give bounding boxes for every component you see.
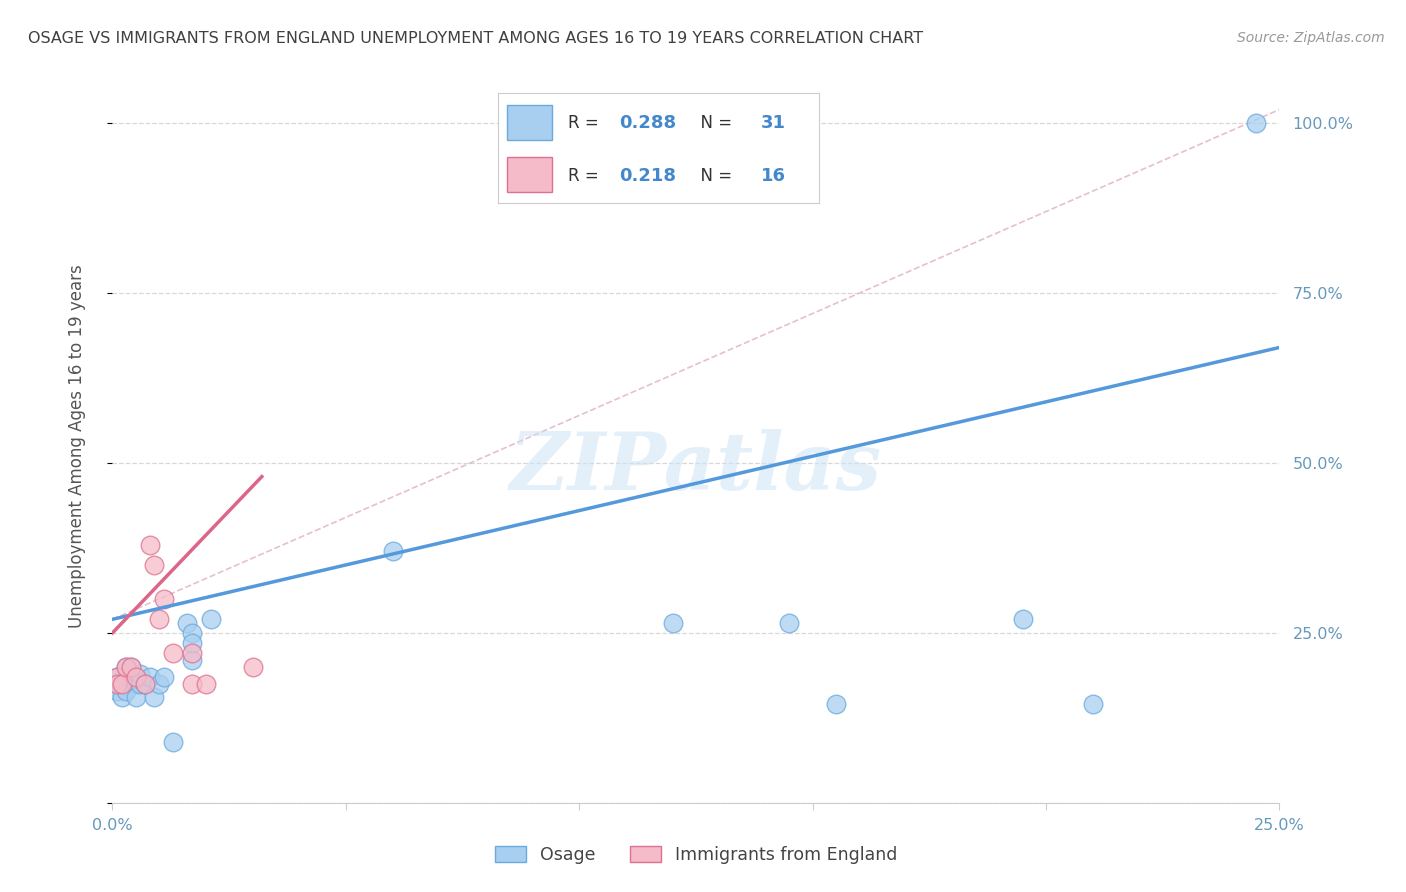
Point	[1244, 116, 1267, 130]
Point	[194, 677, 217, 691]
Point	[148, 677, 170, 691]
Point	[105, 670, 128, 684]
Point	[115, 660, 138, 674]
Point	[200, 612, 222, 626]
Point	[120, 670, 142, 684]
Point	[143, 558, 166, 572]
Point	[1081, 698, 1104, 712]
Point	[125, 670, 148, 684]
Point	[180, 653, 202, 667]
Point	[120, 660, 142, 674]
Point	[115, 683, 138, 698]
Point	[139, 537, 162, 551]
Point	[105, 683, 128, 698]
Legend: Osage, Immigrants from England: Osage, Immigrants from England	[486, 838, 905, 872]
Point	[1011, 612, 1033, 626]
Point	[129, 666, 152, 681]
Point	[111, 690, 134, 705]
Point	[105, 677, 128, 691]
Point	[180, 677, 202, 691]
Point	[176, 615, 198, 630]
Text: OSAGE VS IMMIGRANTS FROM ENGLAND UNEMPLOYMENT AMONG AGES 16 TO 19 YEARS CORRELAT: OSAGE VS IMMIGRANTS FROM ENGLAND UNEMPLO…	[28, 31, 924, 46]
Point	[180, 646, 202, 660]
Point	[162, 734, 184, 748]
Point	[105, 677, 128, 691]
Point	[134, 677, 156, 691]
Point	[180, 636, 202, 650]
Point	[778, 615, 800, 630]
Point	[111, 677, 134, 691]
Point	[125, 677, 148, 691]
Point	[825, 698, 848, 712]
Point	[162, 646, 184, 660]
Point	[120, 660, 142, 674]
Point	[134, 677, 156, 691]
Text: ZIPatlas: ZIPatlas	[510, 429, 882, 506]
Point	[153, 591, 176, 606]
Point	[180, 626, 202, 640]
Point	[105, 670, 128, 684]
Point	[139, 670, 162, 684]
Point	[153, 670, 176, 684]
Point	[148, 612, 170, 626]
Point	[115, 660, 138, 674]
Point	[242, 660, 264, 674]
Point	[111, 677, 134, 691]
Point	[143, 690, 166, 705]
Text: Source: ZipAtlas.com: Source: ZipAtlas.com	[1237, 31, 1385, 45]
Y-axis label: Unemployment Among Ages 16 to 19 years: Unemployment Among Ages 16 to 19 years	[67, 264, 86, 628]
Point	[125, 690, 148, 705]
Point	[129, 677, 152, 691]
Point	[661, 615, 683, 630]
Point	[381, 544, 404, 558]
